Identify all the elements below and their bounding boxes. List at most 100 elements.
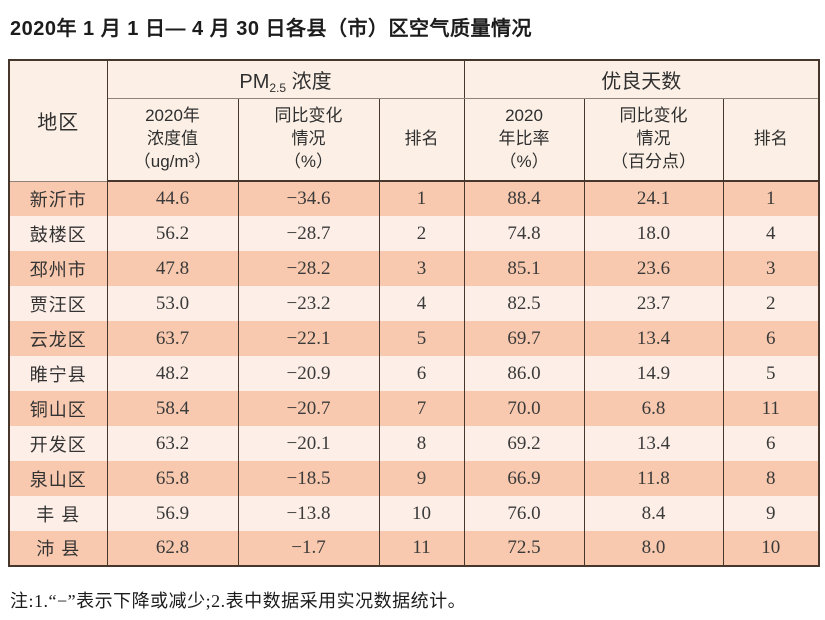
table-row: 睢宁县 48.2 −20.9 6 86.0 14.9 5 [8, 356, 820, 391]
cell-good-rank: 8 [722, 461, 820, 496]
cell-good-rate: 69.7 [463, 321, 585, 356]
cell-region: 鼓楼区 [8, 216, 108, 251]
cell-region: 邳州市 [8, 251, 108, 286]
cell-good-change: 11.8 [583, 461, 724, 496]
cell-good-rate: 66.9 [463, 461, 585, 496]
cell-pm25-change: −28.2 [237, 251, 380, 286]
header-pm25-rank: 排名 [378, 98, 465, 182]
cell-pm25-value: 63.7 [106, 321, 239, 356]
cell-good-rank: 6 [722, 321, 820, 356]
cell-good-rank: 5 [722, 356, 820, 391]
cell-pm25-value: 63.2 [106, 426, 239, 461]
table-row: 泉山区 65.8 −18.5 9 66.9 11.8 8 [8, 461, 820, 496]
pm25-group-prefix: PM [239, 70, 270, 93]
cell-good-change: 14.9 [583, 356, 724, 391]
cell-pm25-value: 44.6 [106, 181, 239, 216]
cell-region: 云龙区 [8, 321, 108, 356]
cell-pm25-change: −23.2 [237, 286, 380, 321]
header-good-rate: 2020 年比率 （%） [463, 98, 585, 182]
cell-region: 贾汪区 [8, 286, 108, 321]
cell-good-rank: 1 [722, 181, 820, 216]
header-good-change: 同比变化 情况 （百分点） [583, 98, 724, 182]
header-pm25-change: 同比变化 情况 （%） [237, 98, 380, 182]
cell-good-rate: 85.1 [463, 251, 585, 286]
cell-good-change: 13.4 [583, 321, 724, 356]
cell-pm25-change: −20.1 [237, 426, 380, 461]
cell-region: 开发区 [8, 426, 108, 461]
cell-good-change: 8.0 [583, 531, 724, 566]
cell-good-rank: 4 [722, 216, 820, 251]
cell-good-rate: 74.8 [463, 216, 585, 251]
header-region: 地区 [8, 60, 108, 182]
table-body: 新沂市 44.6 −34.6 1 88.4 24.1 1 鼓楼区 56.2 −28.7 2 74.8 1… [8, 181, 820, 566]
cell-pm25-rank: 8 [378, 426, 465, 461]
table-row: 铜山区 58.4 −20.7 7 70.0 6.8 11 [8, 391, 820, 426]
cell-pm25-change: −1.7 [237, 531, 380, 566]
cell-pm25-change: −28.7 [237, 216, 380, 251]
cell-good-change: 24.1 [583, 181, 724, 216]
header-pm25-value: 2020年 浓度值 （ug/m³） [106, 98, 239, 182]
cell-good-rank: 9 [722, 496, 820, 531]
header-good-days-group: 优良天数 [463, 60, 820, 99]
cell-good-change: 8.4 [583, 496, 724, 531]
cell-good-change: 13.4 [583, 426, 724, 461]
cell-good-change: 23.6 [583, 251, 724, 286]
cell-region: 泉山区 [8, 461, 108, 496]
cell-good-change: 18.0 [583, 216, 724, 251]
cell-pm25-rank: 3 [378, 251, 465, 286]
pm25-group-suffix: 浓度 [286, 70, 332, 93]
cell-pm25-change: −20.7 [237, 391, 380, 426]
cell-good-rate: 82.5 [463, 286, 585, 321]
cell-pm25-value: 65.8 [106, 461, 239, 496]
cell-good-rank: 2 [722, 286, 820, 321]
table-row: 新沂市 44.6 −34.6 1 88.4 24.1 1 [8, 181, 820, 216]
cell-pm25-change: −20.9 [237, 356, 380, 391]
cell-pm25-value: 56.2 [106, 216, 239, 251]
cell-pm25-rank: 6 [378, 356, 465, 391]
cell-pm25-value: 62.8 [106, 531, 239, 566]
cell-region: 沛 县 [8, 531, 108, 566]
table-row: 沛 县 62.8 −1.7 11 72.5 8.0 10 [8, 531, 820, 566]
cell-pm25-change: −22.1 [237, 321, 380, 356]
cell-good-rate: 72.5 [463, 531, 585, 566]
cell-good-rank: 6 [722, 426, 820, 461]
header-good-rank: 排名 [722, 98, 820, 182]
cell-pm25-value: 56.9 [106, 496, 239, 531]
cell-good-rate: 88.4 [463, 181, 585, 216]
header-sub-row: 2020年 浓度值 （ug/m³） 同比变化 情况 （%） 排名 2020 年比… [9, 98, 820, 182]
cell-pm25-rank: 4 [378, 286, 465, 321]
header-group-row: 地区 PM2.5 浓度 优良天数 [8, 60, 820, 182]
cell-good-rank: 11 [722, 391, 820, 426]
cell-region: 新沂市 [8, 181, 108, 216]
cell-region: 丰 县 [8, 496, 108, 531]
cell-pm25-change: −13.8 [237, 496, 380, 531]
page-title: 2020年 1 月 1 日— 4 月 30 日各县（市）区空气质量情况 [10, 18, 533, 40]
cell-pm25-rank: 7 [378, 391, 465, 426]
cell-region: 睢宁县 [8, 356, 108, 391]
footnote: 注:1.“−”表示下降或减少;2.表中数据采用实况数据统计。 [10, 591, 467, 611]
cell-pm25-rank: 2 [378, 216, 465, 251]
cell-good-rate: 76.0 [463, 496, 585, 531]
cell-good-change: 23.7 [583, 286, 724, 321]
cell-pm25-value: 48.2 [106, 356, 239, 391]
cell-pm25-rank: 9 [378, 461, 465, 496]
table-row: 丰 县 56.9 −13.8 10 76.0 8.4 9 [8, 496, 820, 531]
cell-good-rank: 10 [722, 531, 820, 566]
cell-pm25-rank: 5 [378, 321, 465, 356]
table-row: 邳州市 47.8 −28.2 3 85.1 23.6 3 [8, 251, 820, 286]
cell-pm25-value: 47.8 [106, 251, 239, 286]
cell-pm25-rank: 11 [378, 531, 465, 566]
air-quality-table: 地区 PM2.5 浓度 优良天数 2020年 浓度值 （ug/m³） 同比变化 … [8, 59, 821, 567]
cell-pm25-change: −34.6 [237, 181, 380, 216]
cell-good-rate: 86.0 [463, 356, 585, 391]
cell-pm25-rank: 10 [378, 496, 465, 531]
cell-pm25-change: −18.5 [237, 461, 380, 496]
cell-good-rate: 69.2 [463, 426, 585, 461]
table-header: 地区 PM2.5 浓度 优良天数 2020年 浓度值 （ug/m³） 同比变化 … [8, 60, 820, 182]
cell-good-rate: 70.0 [463, 391, 585, 426]
cell-pm25-value: 53.0 [106, 286, 239, 321]
table-row: 鼓楼区 56.2 −28.7 2 74.8 18.0 4 [8, 216, 820, 251]
table-row: 开发区 63.2 −20.1 8 69.2 13.4 6 [8, 426, 820, 461]
cell-good-rank: 3 [722, 251, 820, 286]
